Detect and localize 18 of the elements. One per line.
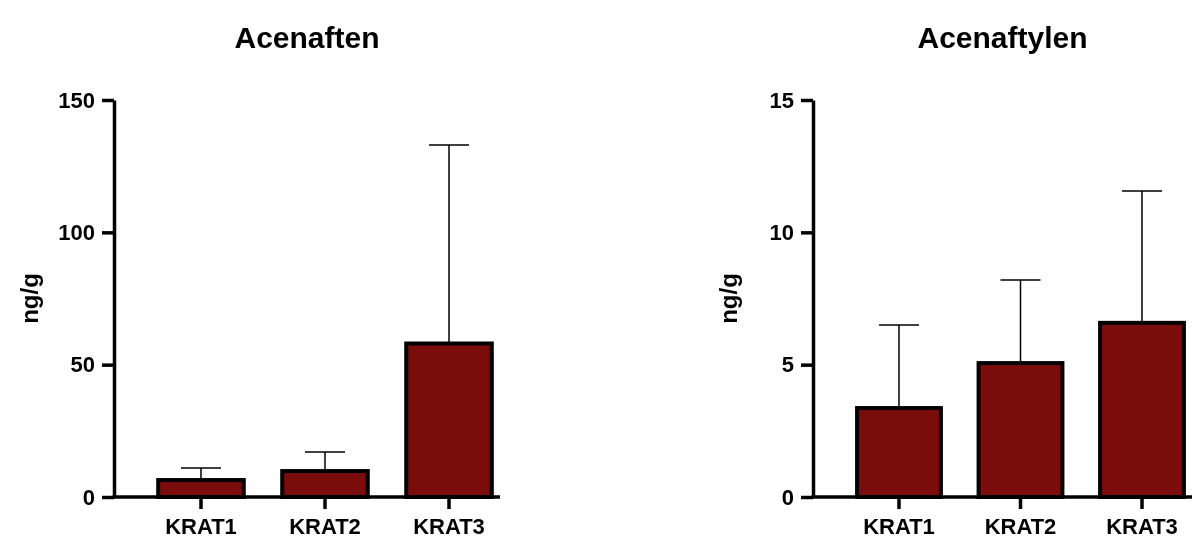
y-tick-label: 150 [58, 87, 95, 113]
y-tick-label: 10 [769, 219, 794, 245]
chart-title: Acenaftylen [917, 21, 1088, 54]
x-tick-label: KRAT1 [863, 514, 935, 539]
y-tick-label: 5 [781, 352, 794, 378]
y-tick-label: 100 [58, 219, 95, 245]
x-tick-label: KRAT1 [165, 514, 237, 539]
y-tick-label: 15 [769, 87, 794, 113]
y-axis-title: ng/g [715, 273, 742, 324]
x-tick-label: KRAT3 [413, 514, 485, 539]
y-tick-label: 0 [82, 484, 95, 510]
y-axis-title: ng/g [16, 273, 43, 324]
x-tick-label: KRAT3 [1106, 514, 1178, 539]
chart-title: Acenaften [234, 21, 380, 54]
x-tick-label: KRAT2 [984, 514, 1057, 539]
x-tick-label: KRAT2 [289, 514, 361, 539]
y-tick-label: 50 [70, 352, 95, 378]
y-tick-label: 0 [781, 484, 794, 510]
